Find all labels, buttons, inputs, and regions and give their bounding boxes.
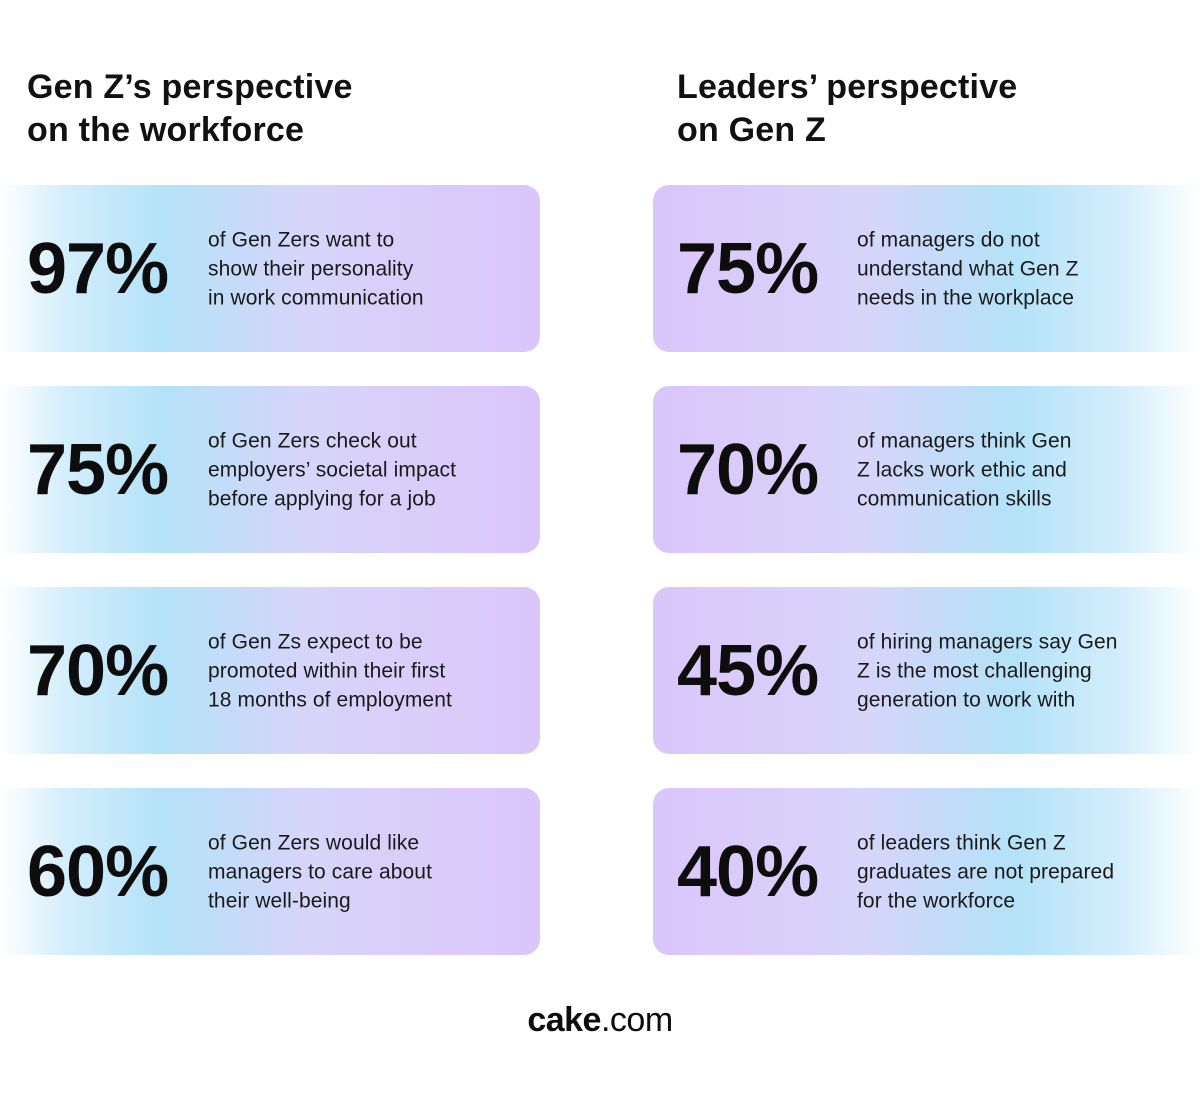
stat-description: of leaders think Gen Z graduates are not… (857, 831, 1115, 912)
brand-domain: .com (600, 1001, 673, 1039)
stat-description: of managers think Gen Z lacks work ethic… (857, 429, 1072, 510)
brand-name: cake (527, 1001, 601, 1039)
stat-description: of Gen Zers would like managers to care … (208, 831, 433, 912)
stat-percent: 60% (27, 831, 169, 912)
stat-description: of hiring managers say Gen Z is the most… (857, 630, 1118, 711)
stat-percent: 70% (677, 429, 819, 510)
stat-percent: 70% (27, 630, 169, 711)
stat-description: of Gen Zers check out employers’ societa… (208, 429, 457, 510)
stat-card: 45% of hiring managers say Gen Z is the … (653, 587, 1200, 754)
stat-card: 75% of Gen Zers check out employers’ soc… (0, 386, 540, 553)
stat-description: of Gen Zers want to show their personali… (208, 228, 424, 309)
stat-card: 70% of managers think Gen Z lacks work e… (653, 386, 1200, 553)
stat-percent: 97% (27, 228, 169, 309)
leaders-perspective-title: Leaders’ perspective on Gen Z (677, 68, 1018, 149)
stat-card: 40% of leaders think Gen Z graduates are… (653, 788, 1200, 955)
gen-z-perspective-title: Gen Z’s perspective on the workforce (27, 68, 353, 149)
stat-percent: 75% (27, 429, 169, 510)
stat-percent: 40% (677, 831, 819, 912)
stat-card: 70% of Gen Zs expect to be promoted with… (0, 587, 540, 754)
stat-percent: 45% (677, 630, 819, 711)
stat-card: 75% of managers do not understand what G… (653, 185, 1200, 352)
stat-description: of managers do not understand what Gen Z… (857, 228, 1079, 309)
stat-description: of Gen Zs expect to be promoted within t… (208, 630, 452, 711)
cake-logo: cake.com (0, 998, 1200, 1042)
stat-card: 97% of Gen Zers want to show their perso… (0, 185, 540, 352)
stat-percent: 75% (677, 228, 819, 309)
stat-card: 60% of Gen Zers would like managers to c… (0, 788, 540, 955)
